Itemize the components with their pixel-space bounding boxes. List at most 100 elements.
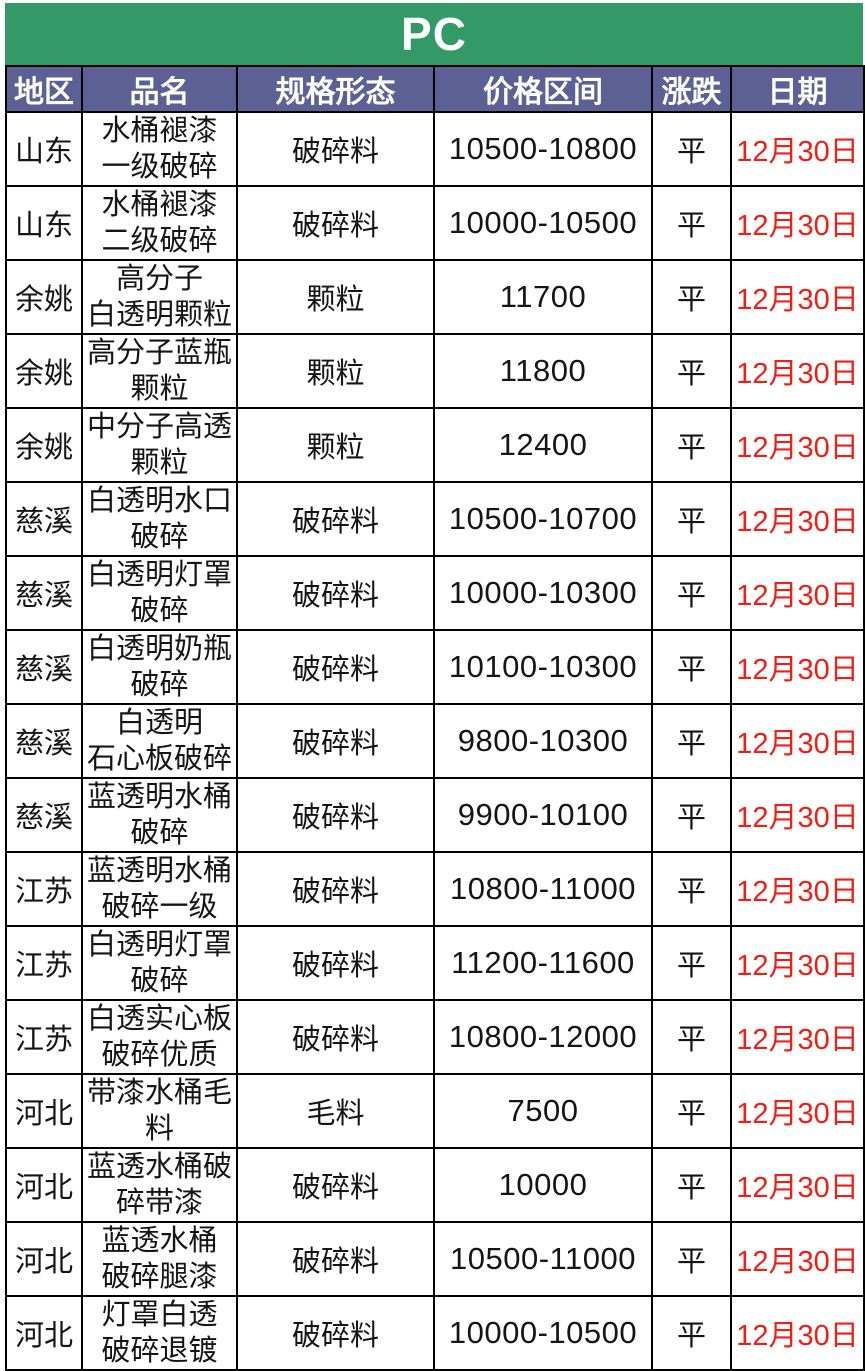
cell-date: 12月30日 xyxy=(730,111,865,187)
cell-product: 白透明水口 破碎 xyxy=(81,481,238,557)
cell-change: 平 xyxy=(651,333,732,409)
table-row: 慈溪 白透明奶瓶 破碎 破碎料 10100-10300 平 12月30日 xyxy=(5,629,865,705)
cell-product: 带漆水桶毛 料 xyxy=(81,1073,238,1149)
cell-price: 11200-11600 xyxy=(433,925,653,1001)
cell-product: 水桶褪漆 一级破碎 xyxy=(81,111,238,187)
cell-product: 灯罩白透 破碎退镀 xyxy=(81,1295,238,1371)
cell-change: 平 xyxy=(651,777,732,853)
cell-region: 山东 xyxy=(5,111,83,187)
cell-price: 12400 xyxy=(433,407,653,483)
table-row: 慈溪 白透明水口 破碎 破碎料 10500-10700 平 12月30日 xyxy=(5,481,865,557)
table-row: 河北 带漆水桶毛 料 毛料 7500 平 12月30日 xyxy=(5,1073,865,1149)
table-row: 慈溪 白透明 石心板破碎 破碎料 9800-10300 平 12月30日 xyxy=(5,703,865,779)
column-header-price: 价格区间 xyxy=(433,65,653,113)
table-row: 河北 灯罩白透 破碎退镀 破碎料 10000-10500 平 12月30日 xyxy=(5,1295,865,1371)
cell-price: 9800-10300 xyxy=(433,703,653,779)
cell-product: 白透实心板 破碎优质 xyxy=(81,999,238,1075)
cell-spec: 破碎料 xyxy=(236,111,435,187)
cell-region: 河北 xyxy=(5,1147,83,1223)
table-row: 江苏 蓝透明水桶 破碎一级 破碎料 10800-11000 平 12月30日 xyxy=(5,851,865,927)
cell-date: 12月30日 xyxy=(730,777,865,853)
table-row: 余姚 高分子蓝瓶 颗粒 颗粒 11800 平 12月30日 xyxy=(5,333,865,409)
cell-date: 12月30日 xyxy=(730,1295,865,1371)
cell-change: 平 xyxy=(651,111,732,187)
table-header: 地区 品名 规格形态 价格区间 涨跌 日期 xyxy=(5,65,865,113)
cell-date: 12月30日 xyxy=(730,481,865,557)
cell-change: 平 xyxy=(651,925,732,1001)
cell-date: 12月30日 xyxy=(730,1221,865,1297)
cell-product: 白透明灯罩 破碎 xyxy=(81,925,238,1001)
cell-region: 河北 xyxy=(5,1295,83,1371)
cell-change: 平 xyxy=(651,407,732,483)
cell-region: 慈溪 xyxy=(5,629,83,705)
cell-spec: 破碎料 xyxy=(236,999,435,1075)
cell-change: 平 xyxy=(651,259,732,335)
cell-date: 12月30日 xyxy=(730,1073,865,1149)
cell-region: 余姚 xyxy=(5,259,83,335)
cell-price: 10100-10300 xyxy=(433,629,653,705)
column-header-product: 品名 xyxy=(81,65,238,113)
cell-spec: 破碎料 xyxy=(236,1221,435,1297)
cell-date: 12月30日 xyxy=(730,999,865,1075)
cell-spec: 破碎料 xyxy=(236,555,435,631)
table-row: 余姚 中分子高透 颗粒 颗粒 12400 平 12月30日 xyxy=(5,407,865,483)
cell-spec: 破碎料 xyxy=(236,481,435,557)
cell-region: 山东 xyxy=(5,185,83,261)
cell-product: 高分子蓝瓶 颗粒 xyxy=(81,333,238,409)
cell-product: 中分子高透 颗粒 xyxy=(81,407,238,483)
cell-spec: 颗粒 xyxy=(236,333,435,409)
table-row: 慈溪 蓝透明水桶 破碎 破碎料 9900-10100 平 12月30日 xyxy=(5,777,865,853)
cell-product: 蓝透水桶 破碎腿漆 xyxy=(81,1221,238,1297)
table-row: 山东 水桶褪漆 一级破碎 破碎料 10500-10800 平 12月30日 xyxy=(5,111,865,187)
cell-spec: 破碎料 xyxy=(236,629,435,705)
table-row: 山东 水桶褪漆 二级破碎 破碎料 10000-10500 平 12月30日 xyxy=(5,185,865,261)
cell-price: 11800 xyxy=(433,333,653,409)
header-row: 地区 品名 规格形态 价格区间 涨跌 日期 xyxy=(5,65,865,113)
cell-spec: 破碎料 xyxy=(236,1147,435,1223)
cell-product: 蓝透明水桶 破碎 xyxy=(81,777,238,853)
cell-price: 9900-10100 xyxy=(433,777,653,853)
cell-region: 余姚 xyxy=(5,333,83,409)
cell-price: 10500-10800 xyxy=(433,111,653,187)
cell-product: 水桶褪漆 二级破碎 xyxy=(81,185,238,261)
column-header-date: 日期 xyxy=(730,65,865,113)
column-header-spec: 规格形态 xyxy=(236,65,435,113)
cell-change: 平 xyxy=(651,1221,732,1297)
cell-date: 12月30日 xyxy=(730,555,865,631)
price-table: 地区 品名 规格形态 价格区间 涨跌 日期 山东 水桶褪漆 一级破碎 破碎料 1… xyxy=(5,65,865,1371)
cell-price: 10000 xyxy=(433,1147,653,1223)
cell-product: 白透明灯罩 破碎 xyxy=(81,555,238,631)
cell-region: 余姚 xyxy=(5,407,83,483)
cell-product: 蓝透水桶破 碎带漆 xyxy=(81,1147,238,1223)
cell-date: 12月30日 xyxy=(730,1147,865,1223)
cell-region: 慈溪 xyxy=(5,703,83,779)
cell-region: 江苏 xyxy=(5,925,83,1001)
cell-spec: 破碎料 xyxy=(236,851,435,927)
cell-region: 慈溪 xyxy=(5,481,83,557)
cell-date: 12月30日 xyxy=(730,851,865,927)
cell-product: 蓝透明水桶 破碎一级 xyxy=(81,851,238,927)
cell-date: 12月30日 xyxy=(730,333,865,409)
cell-spec: 破碎料 xyxy=(236,1295,435,1371)
cell-region: 慈溪 xyxy=(5,555,83,631)
table-row: 河北 蓝透水桶破 碎带漆 破碎料 10000 平 12月30日 xyxy=(5,1147,865,1223)
cell-change: 平 xyxy=(651,629,732,705)
cell-spec: 毛料 xyxy=(236,1073,435,1149)
cell-price: 10500-11000 xyxy=(433,1221,653,1297)
category-banner: PC xyxy=(5,3,863,65)
cell-change: 平 xyxy=(651,185,732,261)
cell-price: 11700 xyxy=(433,259,653,335)
cell-spec: 破碎料 xyxy=(236,703,435,779)
cell-price: 10000-10500 xyxy=(433,1295,653,1371)
column-header-change: 涨跌 xyxy=(651,65,732,113)
cell-spec: 破碎料 xyxy=(236,925,435,1001)
table-body: 山东 水桶褪漆 一级破碎 破碎料 10500-10800 平 12月30日 山东… xyxy=(5,111,865,1371)
cell-change: 平 xyxy=(651,555,732,631)
cell-region: 江苏 xyxy=(5,851,83,927)
cell-price: 10000-10500 xyxy=(433,185,653,261)
cell-date: 12月30日 xyxy=(730,629,865,705)
cell-change: 平 xyxy=(651,1073,732,1149)
cell-date: 12月30日 xyxy=(730,925,865,1001)
cell-price: 10000-10300 xyxy=(433,555,653,631)
